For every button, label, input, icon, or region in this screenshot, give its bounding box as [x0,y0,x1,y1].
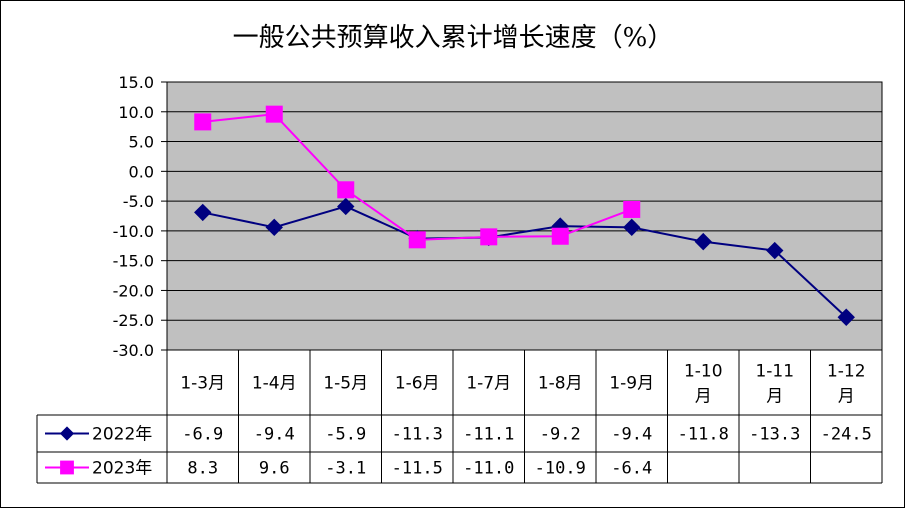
data-table-cell: -5.9 [325,425,366,445]
y-tick-label: -10.0 [113,222,154,241]
y-tick-label: -30.0 [113,341,154,360]
x-category-label: 1-4月 [252,374,297,394]
x-category-label: 1-7月 [466,374,511,394]
data-table-cell: -9.2 [540,425,581,445]
y-tick-label: 15.0 [118,73,154,92]
x-category-label: 月 [695,387,712,407]
y-tick-label: -25.0 [113,311,154,330]
data-point [265,105,283,123]
data-point [837,308,855,326]
data-table-cell: -13.3 [749,425,800,445]
data-table-cell: -6.4 [611,459,652,479]
x-category-label: 1-9月 [609,374,654,394]
data-table-cell: -10.9 [535,459,586,479]
data-point [265,218,283,237]
series-line [202,205,847,318]
y-tick-label: -15.0 [113,252,154,271]
y-tick-label: 0.0 [129,162,154,181]
data-table-cell: 8.3 [187,459,218,479]
x-category-label: 1-8月 [538,374,583,394]
x-category-label: 1-11 [755,362,794,382]
legend-label: 2022年 [92,425,152,445]
data-table-cell: -9.4 [611,425,652,445]
data-table-cell: -6.9 [182,425,223,445]
legend-label: 2023年 [92,459,152,479]
data-point [694,232,712,251]
data-point [766,241,784,260]
x-category-label: 1-10 [684,362,723,382]
data-point [408,231,426,249]
legend-marker [59,426,75,441]
data-point [194,203,212,222]
data-table-cell: -11.3 [392,425,443,445]
data-point [337,197,355,216]
data-table-cell: -9.4 [254,425,295,445]
legend-marker [60,460,74,475]
y-tick-label: -5.0 [123,192,154,211]
data-table-cell: -11.1 [463,425,514,445]
y-tick-label: -20.0 [113,281,154,300]
data-table: 1-3月 1-4月 1-5月 1-6月 1-7月 1-8月 1-9月 1-10 月 1-11 月 1-… [36,350,883,484]
data-point [194,113,212,131]
data-point [551,227,569,245]
x-category-label: 1-5月 [323,374,368,394]
y-tick-label: 5.0 [129,133,154,152]
data-point [480,228,498,246]
chart-title: 一般公共预算收入累计增长速度（%） [233,23,674,53]
data-point [337,181,355,199]
series-markers [194,105,855,326]
data-point [623,218,641,237]
data-table-cell: -11.5 [392,459,443,479]
y-tick-label: 10.0 [118,103,154,122]
data-table-cell: -24.5 [821,425,872,445]
x-category-label: 月 [838,387,855,407]
data-table-cell: -11.8 [678,425,729,445]
x-category-label: 月 [766,387,783,407]
data-table-cell: -3.1 [325,459,366,479]
data-table-cell: -11.0 [463,459,514,479]
data-point [623,200,641,218]
x-category-label: 1-3月 [180,374,225,394]
x-category-label: 1-12 [827,362,866,382]
x-category-label: 1-6月 [395,374,440,394]
data-table-cell: 9.6 [259,459,290,479]
y-axis-ticks: 15.0 10.0 5.0 0.0 -5.0 -10.0 -15.0 -20.0 -25.0 -3… [113,73,154,360]
